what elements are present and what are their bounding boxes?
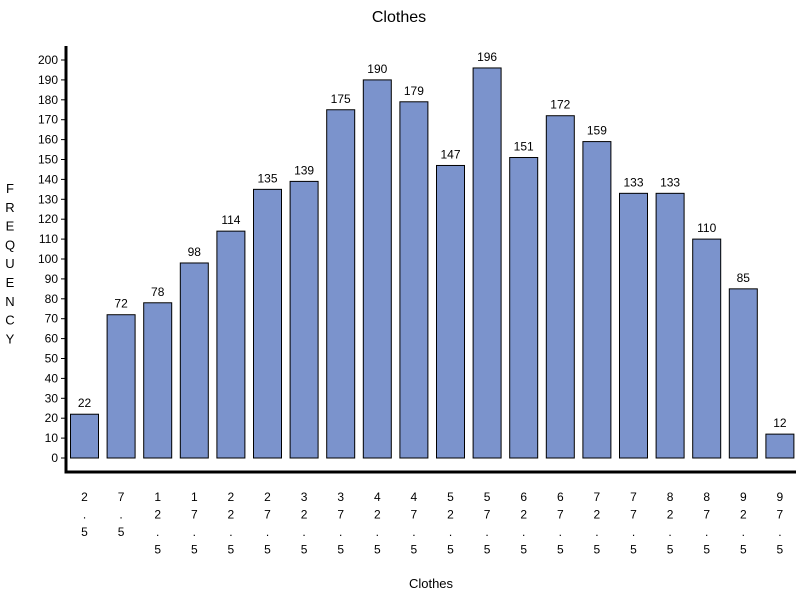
y-tick-label: 70 — [45, 312, 59, 326]
bar — [765, 433, 795, 459]
bar — [436, 164, 465, 459]
bar-value-label: 151 — [514, 140, 534, 154]
bar-value-label: 139 — [294, 163, 314, 177]
bar-value-label: 98 — [188, 245, 202, 259]
bar-value-label: 85 — [737, 271, 751, 285]
bar-value-label: 114 — [221, 213, 240, 227]
bar — [289, 180, 319, 459]
bar — [143, 302, 173, 459]
bar — [655, 192, 685, 459]
y-tick-label: 10 — [45, 431, 59, 445]
y-tick-label: 180 — [38, 93, 58, 107]
bar — [106, 314, 136, 459]
y-tick-label: 160 — [38, 133, 58, 147]
y-tick-label: 120 — [38, 212, 58, 226]
y-tick-label: 190 — [38, 73, 58, 87]
bar — [399, 101, 429, 459]
x-tick-label: 7.5 — [118, 490, 125, 539]
y-tick-label: 40 — [45, 371, 59, 385]
y-tick-label: 100 — [38, 252, 58, 266]
y-tick-label: 200 — [38, 53, 58, 67]
y-tick-label: 0 — [51, 451, 58, 465]
bar-value-label: 135 — [257, 171, 277, 185]
bar-value-label: 12 — [773, 416, 787, 430]
bar — [326, 109, 356, 459]
bar — [216, 230, 246, 459]
bar-value-label: 133 — [660, 175, 680, 189]
bar — [70, 413, 99, 459]
bar — [362, 79, 392, 459]
bar-value-label: 196 — [477, 50, 497, 64]
y-tick-label: 130 — [38, 192, 58, 206]
y-tick-label: 170 — [38, 113, 58, 127]
y-tick-label: 30 — [45, 391, 59, 405]
x-tick-label: 2.5 — [81, 490, 88, 539]
bar-value-label: 72 — [114, 297, 128, 311]
y-tick-label: 110 — [39, 232, 58, 246]
bar — [179, 262, 209, 459]
bar-value-label: 179 — [404, 84, 424, 98]
y-tick-label: 60 — [45, 332, 59, 346]
bar — [509, 157, 539, 459]
bar-value-label: 159 — [587, 124, 607, 138]
y-tick-label: 90 — [45, 272, 59, 286]
chart-title: Clothes — [372, 9, 426, 26]
bar-value-label: 22 — [78, 396, 92, 410]
bar — [619, 192, 648, 459]
bar — [582, 141, 612, 459]
bar — [472, 67, 502, 459]
bar-value-label: 110 — [697, 221, 716, 235]
y-tick-label: 80 — [45, 292, 59, 306]
bar-value-label: 172 — [550, 98, 570, 112]
x-axis-label: Clothes — [409, 576, 454, 591]
bars: 22 72 78 98 114 135 139 175 190 179 147 196 151 172 15… — [70, 50, 795, 459]
y-tick-label: 140 — [38, 172, 58, 186]
bar-value-label: 133 — [623, 175, 643, 189]
axis-lines — [64, 46, 796, 474]
bar-value-label: 175 — [331, 92, 351, 106]
bar-value-label: 147 — [440, 147, 460, 161]
y-axis-ticks: 0 10 20 30 40 50 60 70 80 90 100 110 120 130 140 150 160… — [38, 53, 66, 465]
bar-value-label: 78 — [151, 285, 165, 299]
bar — [692, 238, 722, 459]
bar — [728, 288, 758, 459]
x-axis-tick-labels: 2. 5 7. 5 1 2. 5 1 7. 5 2 2. 5 2 7. 5 3 2. 5 3 7. 5 4 2. 5 4 7. 5 5 2… — [81, 490, 783, 557]
y-tick-label: 150 — [38, 153, 58, 167]
bar-value-label: 190 — [367, 62, 387, 76]
bar — [253, 188, 282, 459]
bar — [545, 115, 575, 459]
y-tick-label: 50 — [45, 352, 59, 366]
y-tick-label: 20 — [45, 411, 59, 425]
